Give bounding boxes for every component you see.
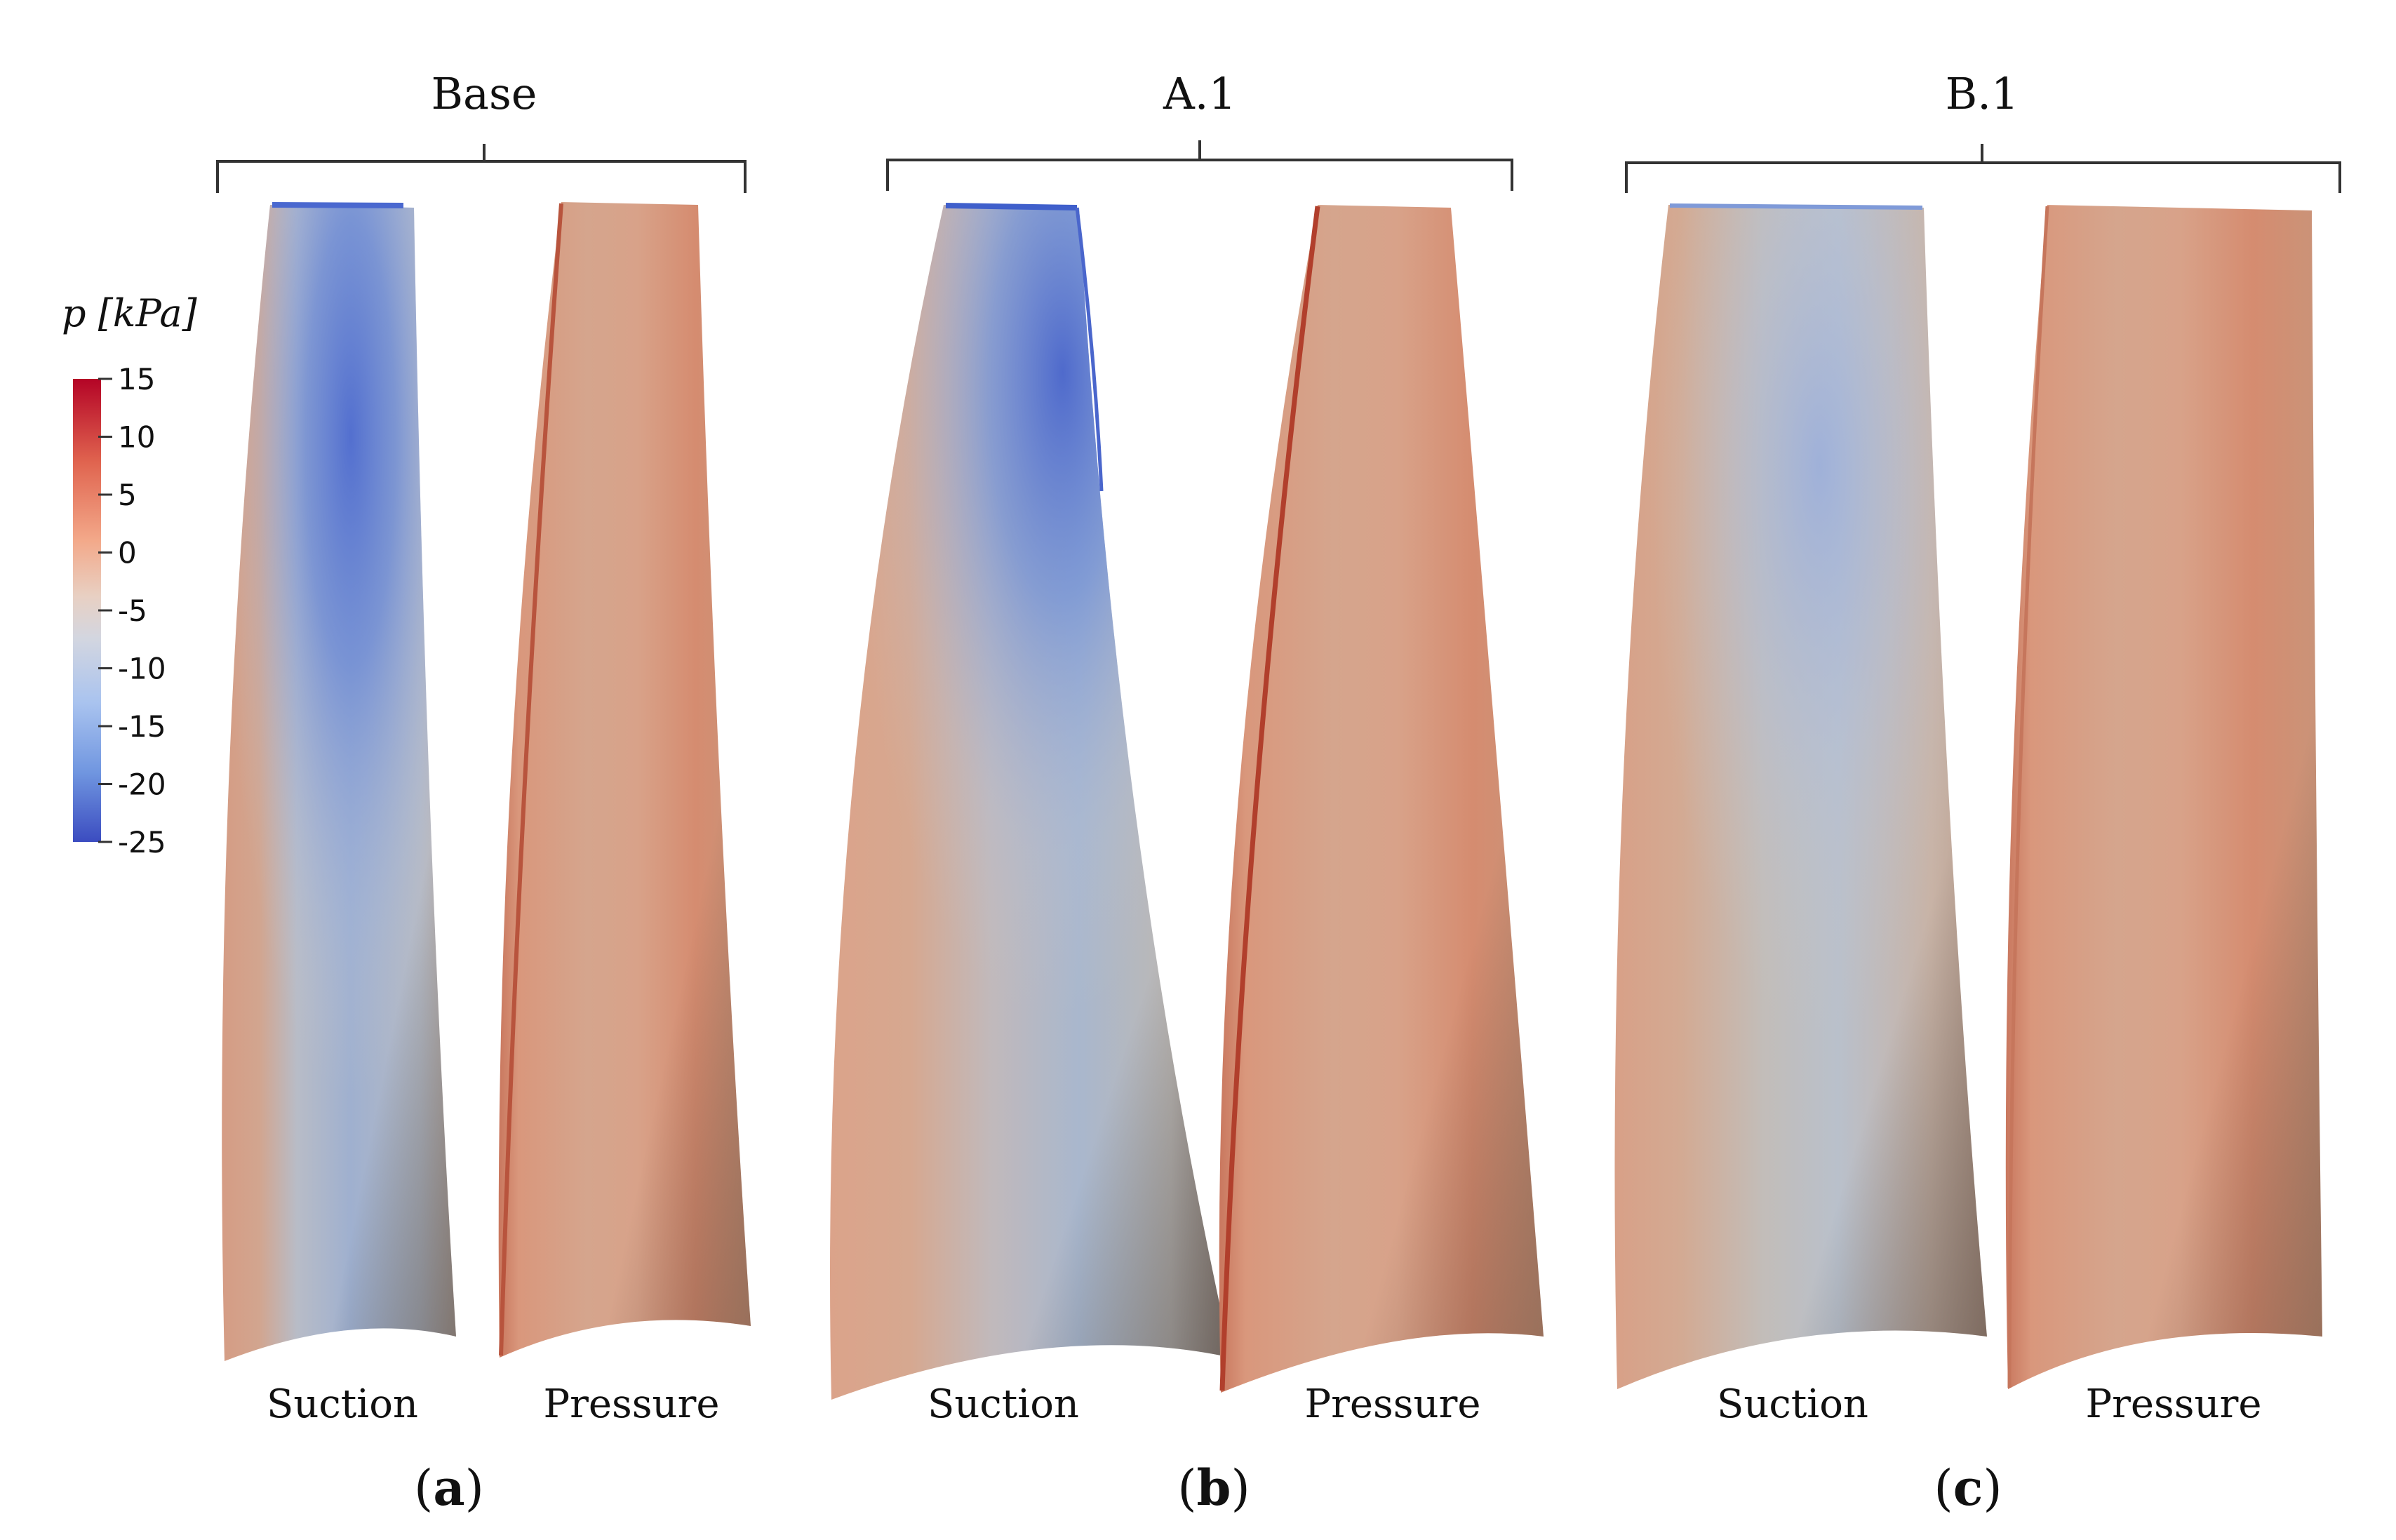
bracket-a1 [886,140,1513,191]
panel-b: A.1 Suction Pressure (b) [830,68,1544,1517]
blade-pressure-base [498,202,751,1358]
blade-suction-b1 [1614,203,1987,1389]
colorbar-ticks: 15 10 5 0 -5 -10 -15 -20 -25 [98,362,166,859]
colorbar-tick-label: 10 [118,420,155,455]
label-suction-b: Suction [928,1381,1079,1427]
label-suction-a: Suction [267,1381,418,1427]
blade-suction-base [222,202,456,1361]
label-pressure-b: Pressure [1304,1381,1480,1427]
bracket-b1 [1625,144,2341,193]
colorbar-tick-label: 5 [118,478,137,512]
panel-c: B.1 Suction Pressure (c) [1614,68,2341,1517]
colorbar-tick-label: 0 [118,536,137,570]
group-title-b1: B.1 [1946,68,2019,119]
bracket-base [216,144,747,193]
group-title-a1: A.1 [1163,68,1236,119]
colorbar-tick-label: -15 [118,709,166,744]
group-title-base: Base [431,68,537,119]
panel-label-c: (c) [1934,1459,2002,1517]
blade-pressure-b1 [2005,205,2322,1389]
blade-suction-a1 [830,203,1231,1400]
label-suction-c: Suction [1717,1381,1868,1427]
colorbar-title: p [kPa] [62,291,198,335]
colorbar-tick-label: -25 [118,825,166,859]
blade-pressure-a1 [1219,205,1544,1393]
label-pressure-a: Pressure [543,1381,719,1427]
colorbar-tick-label: -10 [118,652,166,686]
colorbar-tick-label: 15 [118,362,155,396]
colorbar-gradient [73,379,101,842]
colorbar: p [kPa] 15 10 5 0 -5 -10 -15 -20 -25 [62,291,198,859]
panel-a: Base Suction Pressure (a) [216,68,751,1517]
panel-label-b: (b) [1177,1459,1250,1517]
panel-label-a: (a) [414,1459,484,1517]
colorbar-tick-label: -5 [118,594,147,628]
colorbar-tick-label: -20 [118,768,166,802]
label-pressure-c: Pressure [2085,1381,2261,1427]
